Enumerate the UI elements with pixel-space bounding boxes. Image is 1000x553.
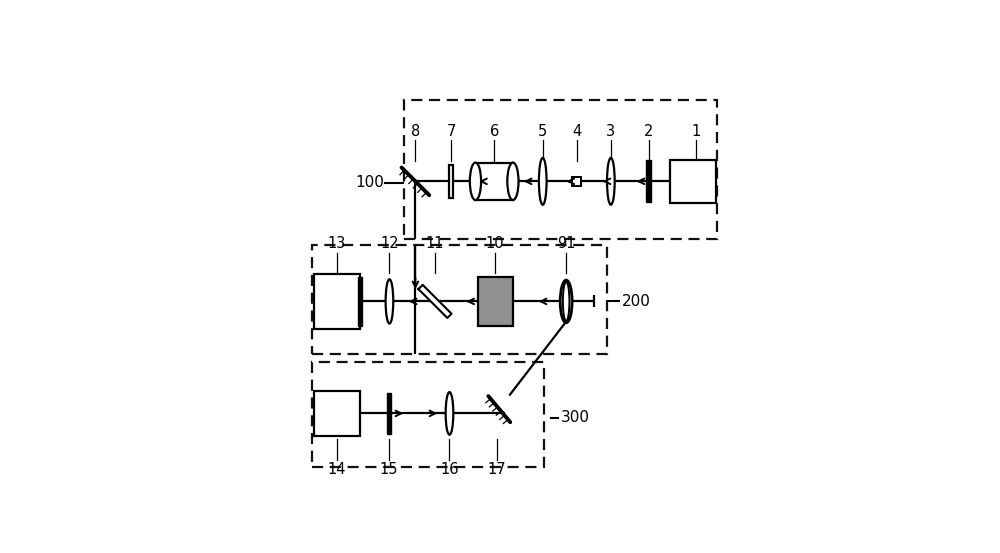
Bar	[314, 274, 360, 329]
Bar	[670, 160, 716, 203]
Text: 13: 13	[328, 236, 346, 251]
Ellipse shape	[607, 158, 615, 205]
Ellipse shape	[446, 392, 453, 435]
Text: 11: 11	[426, 236, 444, 251]
Polygon shape	[418, 285, 452, 318]
Text: 2: 2	[644, 124, 653, 139]
Text: 17: 17	[488, 462, 506, 477]
Bar	[572, 176, 581, 186]
Text: 100: 100	[355, 175, 384, 190]
Text: 4: 4	[572, 124, 581, 139]
Text: 5: 5	[538, 124, 547, 139]
Bar	[475, 163, 513, 200]
Ellipse shape	[470, 163, 481, 200]
Ellipse shape	[563, 282, 569, 321]
Text: 15: 15	[380, 462, 398, 477]
Text: 300: 300	[561, 410, 590, 425]
Text: 12: 12	[380, 236, 399, 251]
Ellipse shape	[507, 163, 519, 200]
Bar	[314, 391, 360, 436]
Text: 8: 8	[411, 124, 420, 139]
Bar	[404, 101, 717, 239]
Text: 200: 200	[622, 294, 651, 309]
Text: 10: 10	[486, 236, 504, 251]
Bar	[387, 393, 391, 434]
Text: 1: 1	[691, 124, 700, 139]
Text: 3: 3	[606, 124, 615, 139]
Text: 91: 91	[557, 236, 575, 251]
Text: 7: 7	[446, 124, 456, 139]
Bar	[312, 245, 607, 354]
Text: 6: 6	[490, 124, 499, 139]
Bar	[646, 160, 651, 202]
Ellipse shape	[386, 279, 393, 324]
Bar	[358, 277, 362, 326]
Bar	[449, 165, 453, 197]
Ellipse shape	[560, 280, 572, 323]
Ellipse shape	[539, 158, 547, 205]
Bar	[478, 276, 512, 326]
Text: 16: 16	[440, 462, 459, 477]
Text: 14: 14	[328, 462, 346, 477]
Bar	[312, 362, 544, 467]
